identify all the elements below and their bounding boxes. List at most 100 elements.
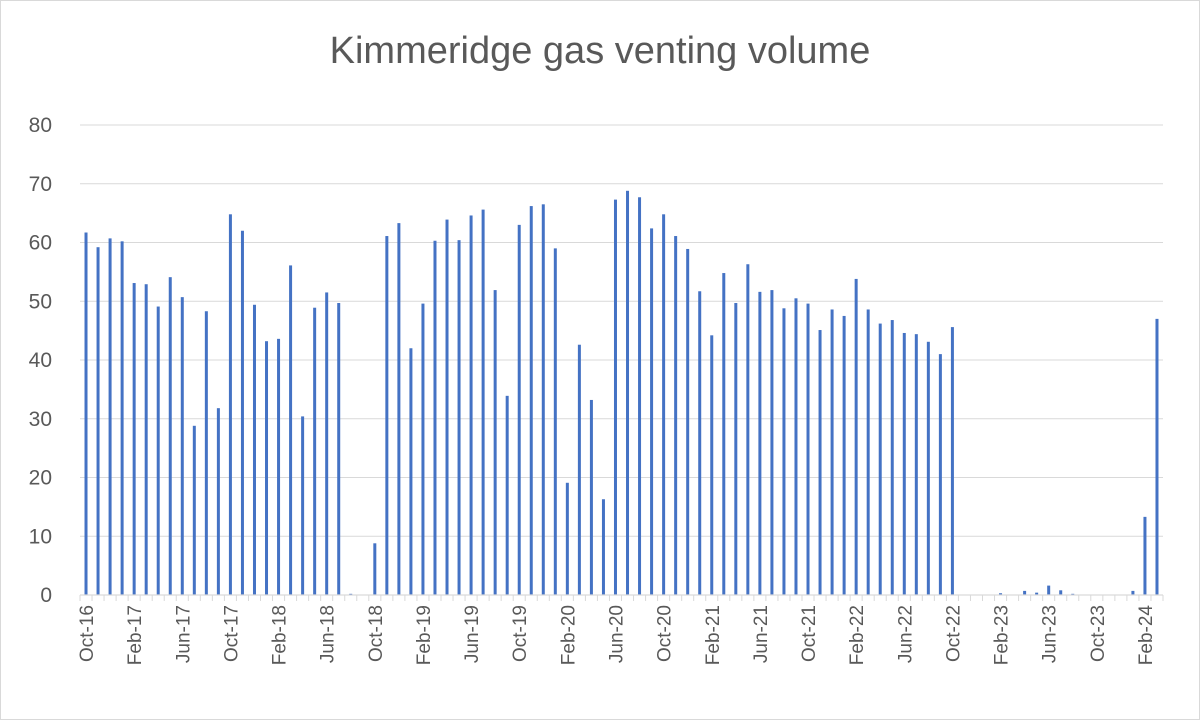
bar xyxy=(1131,590,1135,595)
bar xyxy=(830,309,834,595)
x-tick-label: Feb-21 xyxy=(703,605,724,665)
bar xyxy=(228,214,232,596)
bar xyxy=(120,241,124,595)
x-tick-label: Oct-18 xyxy=(366,605,387,662)
x-tick-label: Jun-18 xyxy=(318,605,339,663)
y-tick-label: 10 xyxy=(29,525,52,548)
x-tick-label: Jun-21 xyxy=(751,605,772,663)
y-tick-label: 60 xyxy=(29,232,52,255)
x-tick-label: Jun-22 xyxy=(895,605,916,663)
bar xyxy=(1047,585,1051,595)
bar xyxy=(156,306,160,595)
x-tick-label: Feb-24 xyxy=(1136,605,1157,666)
bar xyxy=(144,284,148,595)
bar xyxy=(481,209,485,595)
bar xyxy=(806,303,810,595)
bar xyxy=(409,348,413,595)
bar xyxy=(770,290,774,595)
y-tick-label: 20 xyxy=(29,467,52,490)
bar xyxy=(854,278,858,595)
y-tick-label: 30 xyxy=(29,408,52,431)
bar xyxy=(457,240,461,595)
bar xyxy=(999,593,1003,595)
bar xyxy=(385,236,389,595)
bar xyxy=(686,248,690,595)
x-tick-label: Jun-17 xyxy=(173,605,194,663)
x-axis-ticks: Oct-16 Feb-17 Jun-17 Oct-17 Feb-18 Jun-18 Oct-… xyxy=(77,605,1157,666)
x-tick-label: Jun-19 xyxy=(462,605,483,663)
bar xyxy=(493,290,497,595)
bar xyxy=(662,214,666,596)
y-tick-label: 70 xyxy=(29,173,52,196)
bar xyxy=(132,283,136,595)
bar xyxy=(505,395,509,595)
bar xyxy=(265,341,269,595)
x-tick-label: Jun-23 xyxy=(1040,605,1061,663)
y-tick-label: 50 xyxy=(29,290,52,313)
bar xyxy=(638,197,642,595)
bar xyxy=(421,303,425,595)
bar xyxy=(1155,318,1159,595)
bar xyxy=(722,273,726,595)
bar xyxy=(168,277,172,595)
x-tick-label: Feb-18 xyxy=(270,605,291,665)
x-tick-label: Feb-17 xyxy=(125,605,146,665)
bar xyxy=(325,292,329,595)
bar xyxy=(613,199,617,596)
bar xyxy=(818,330,822,595)
bar xyxy=(710,335,714,595)
x-tick-label: Oct-20 xyxy=(655,605,676,662)
bar xyxy=(734,303,738,595)
bar xyxy=(842,315,846,595)
bar xyxy=(1059,590,1063,595)
bar xyxy=(902,332,906,595)
bar xyxy=(926,341,930,595)
x-tick-label: Jun-20 xyxy=(606,605,627,663)
x-tick-label: Oct-17 xyxy=(221,605,242,662)
bar xyxy=(277,338,281,595)
x-tick-label: Oct-22 xyxy=(943,605,964,662)
bar xyxy=(577,344,581,595)
bar xyxy=(204,311,208,595)
bar xyxy=(529,206,533,595)
bar xyxy=(878,323,882,595)
bar xyxy=(180,297,184,595)
bar xyxy=(626,190,630,596)
bar xyxy=(84,232,88,595)
bar xyxy=(794,298,798,595)
bar xyxy=(397,223,401,596)
y-tick-label: 40 xyxy=(29,349,52,372)
bar xyxy=(938,354,942,595)
bar xyxy=(758,291,762,595)
bar xyxy=(216,408,220,595)
bar xyxy=(541,204,545,595)
x-tick-label: Feb-20 xyxy=(558,605,579,665)
bar xyxy=(866,309,870,595)
bar-series xyxy=(84,190,1159,596)
x-tick-label: Oct-16 xyxy=(77,605,98,662)
bar xyxy=(1035,592,1039,595)
x-tick-label: Oct-19 xyxy=(510,605,531,662)
gridlines xyxy=(80,124,1163,537)
bar xyxy=(433,240,437,596)
bar xyxy=(1143,516,1147,595)
bar xyxy=(1023,590,1027,595)
bar xyxy=(553,248,557,595)
chart-title: Kimmeridge gas venting volume xyxy=(329,30,871,72)
bar xyxy=(301,416,305,595)
x-tick-label: Feb-19 xyxy=(414,605,435,665)
bar xyxy=(240,230,244,595)
x-tick-label: Feb-23 xyxy=(992,605,1013,665)
bar xyxy=(674,236,678,595)
bar xyxy=(914,334,918,595)
x-axis xyxy=(79,594,1164,601)
bar xyxy=(96,247,100,595)
bar xyxy=(373,543,377,595)
bar xyxy=(108,238,112,595)
bar xyxy=(517,224,521,595)
bar xyxy=(746,264,750,595)
bar xyxy=(650,228,654,595)
bar xyxy=(565,482,569,595)
bar xyxy=(601,499,605,595)
